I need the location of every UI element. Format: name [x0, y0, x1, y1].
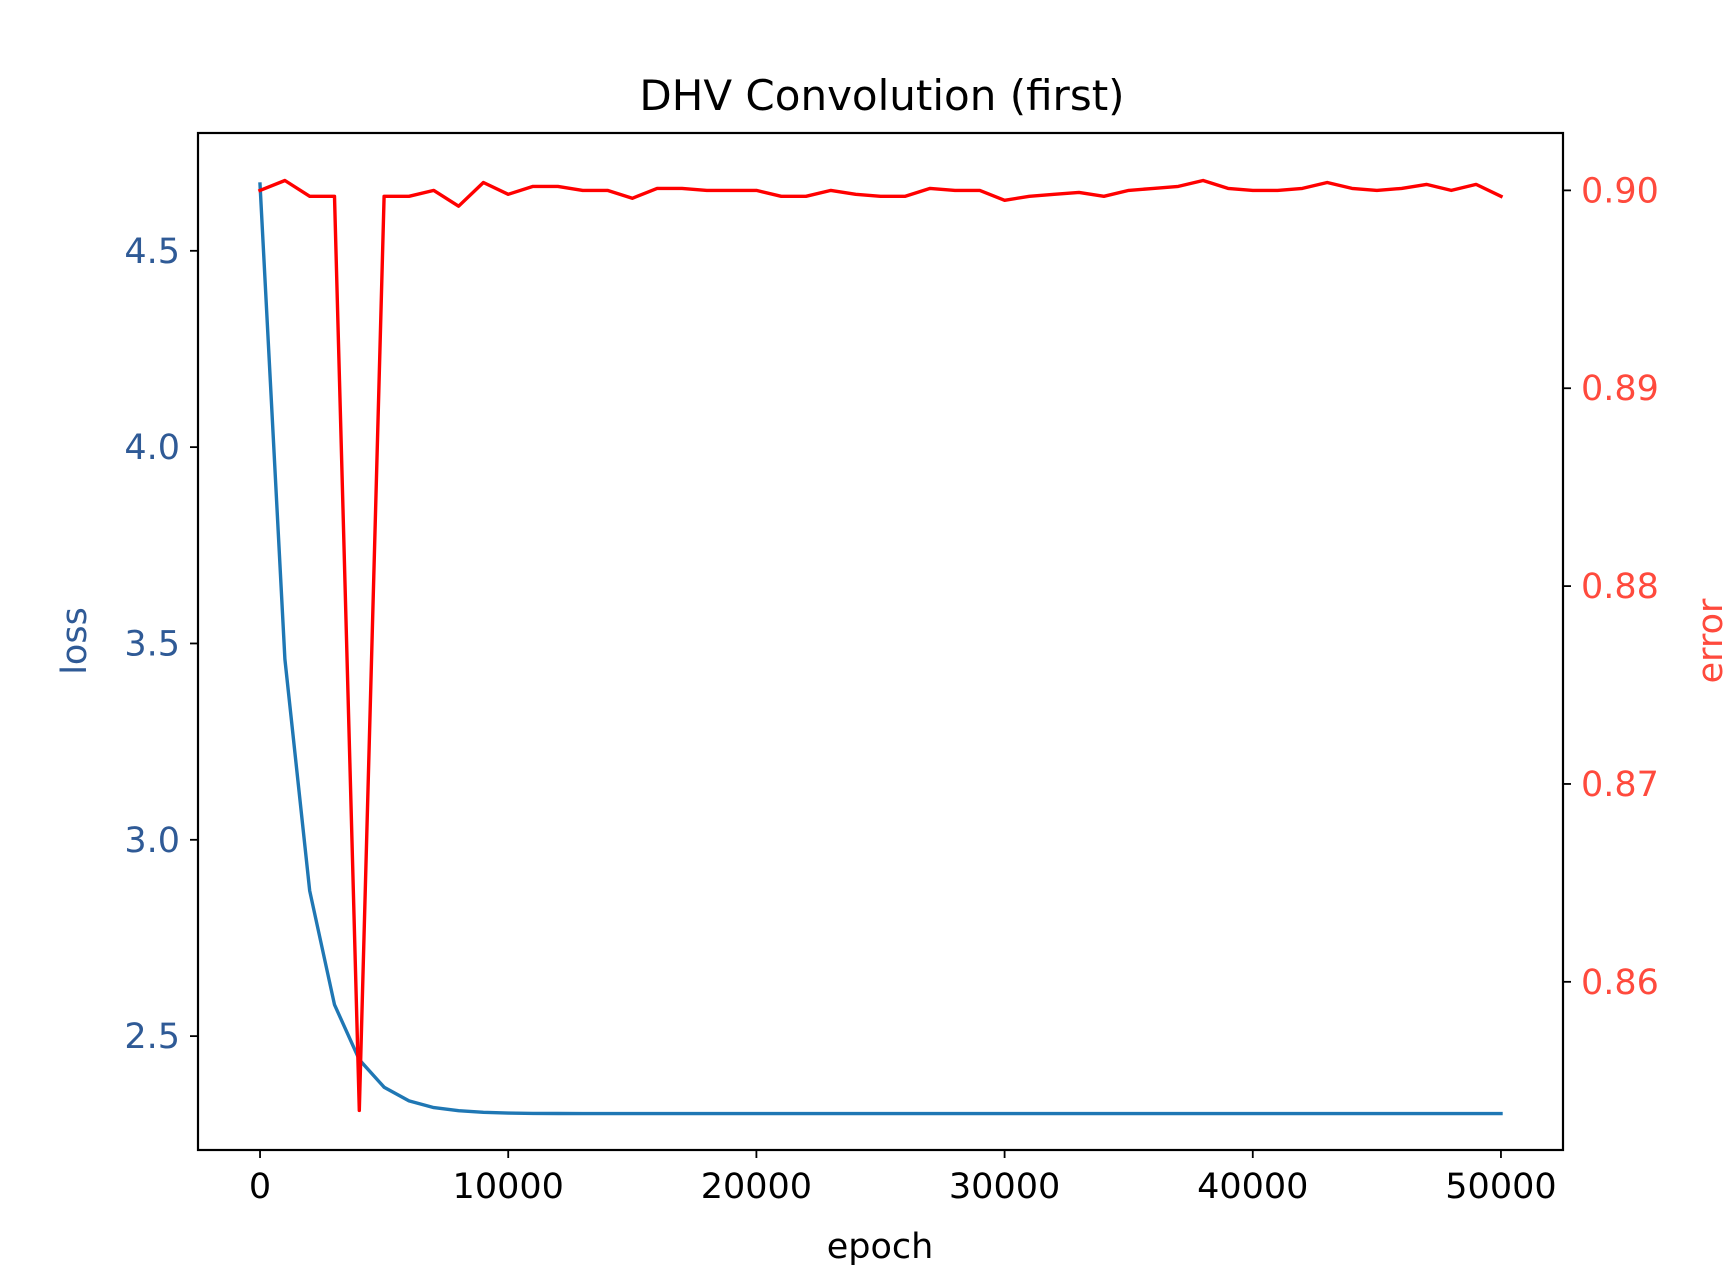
plot-frame [196, 131, 1565, 1152]
left-y-axis: 2.5 3.0 3.5 4.0 4.5 [124, 232, 198, 1057]
left-y-axis-label: loss [55, 607, 95, 675]
right-y-tick-label: 0.86 [1581, 963, 1659, 1003]
loss-line [258, 182, 1503, 1116]
right-y-axis-label: error [1691, 598, 1731, 683]
x-tick-label: 0 [249, 1167, 271, 1207]
error-line [257, 178, 1504, 1113]
x-axis-label: epoch [827, 1227, 934, 1267]
x-tick-label: 20000 [701, 1167, 812, 1207]
plot-area [257, 178, 1504, 1116]
left-y-tick-label: 4.0 [124, 428, 180, 468]
left-y-tick-label: 4.5 [124, 232, 180, 272]
x-tick-label: 10000 [453, 1167, 564, 1207]
right-y-tick-label: 0.87 [1581, 765, 1659, 805]
x-tick-label: 40000 [1197, 1167, 1308, 1207]
left-y-tick-label: 3.0 [124, 821, 180, 861]
right-y-axis: 0.86 0.87 0.88 0.89 0.90 [1563, 171, 1659, 1003]
x-axis: 0 10000 20000 30000 40000 50000 [249, 1150, 1557, 1207]
left-y-tick-label: 2.5 [124, 1017, 180, 1057]
left-y-tick-label: 3.5 [124, 624, 180, 664]
right-y-tick-label: 0.90 [1581, 171, 1659, 211]
chart-title: DHV Convolution (first) [639, 71, 1124, 120]
right-y-tick-label: 0.89 [1581, 369, 1659, 409]
x-tick-label: 30000 [949, 1167, 1060, 1207]
right-y-tick-label: 0.88 [1581, 567, 1659, 607]
x-tick-label: 50000 [1445, 1167, 1556, 1207]
